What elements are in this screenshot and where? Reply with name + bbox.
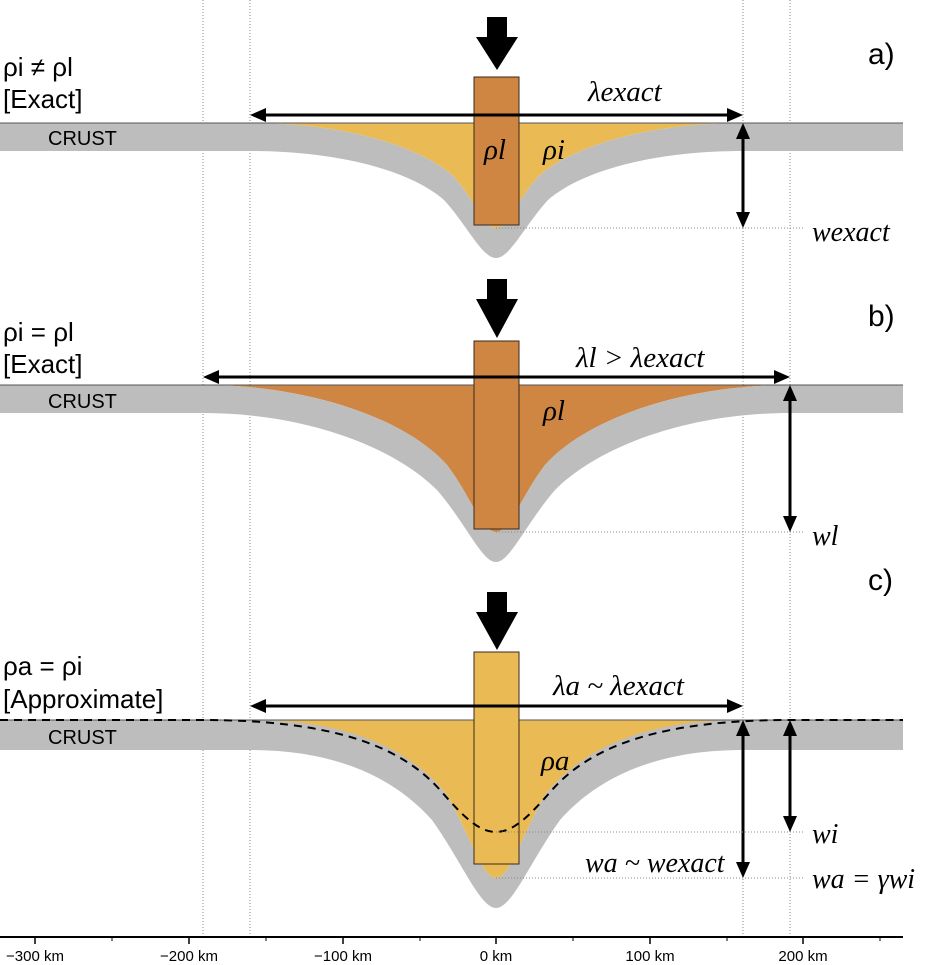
- deflection-arrow-icon: [736, 123, 750, 228]
- axis-tick-label: −200 km: [160, 948, 218, 965]
- condition-line-2: [Approximate]: [3, 684, 163, 714]
- condition-line-1: ρa = ρi: [3, 651, 82, 681]
- lambda-arrow-icon: [250, 699, 743, 713]
- rho-lake-label: ρl: [542, 395, 565, 427]
- deflection-label: wl: [812, 521, 839, 552]
- condition-line-1: ρi = ρl: [3, 317, 74, 347]
- deflection-arrow-icon: [736, 720, 750, 878]
- deflection-label: wexact: [812, 217, 891, 248]
- lake-column: [473, 76, 520, 226]
- condition-line-2: [Exact]: [3, 84, 82, 114]
- axis-tick-label: 0 km: [480, 948, 513, 965]
- panel-letter: a): [868, 38, 895, 71]
- panel-c: c) ρa = ρi [Approximate] CRUST λa ~ λexa…: [0, 564, 915, 908]
- load-arrow-icon: [476, 592, 518, 650]
- panel-letter: c): [868, 564, 893, 597]
- crust-label: CRUST: [48, 727, 117, 749]
- ice-deflection-arrow-icon: [783, 720, 797, 832]
- lambda-label: λexact: [587, 76, 663, 108]
- rho-lake-label: ρl: [483, 134, 506, 166]
- approx-deflection-label: wa ~ wexact: [585, 848, 726, 879]
- ice-column: [473, 651, 520, 865]
- axis-tick-label: −100 km: [314, 948, 372, 965]
- axis-tick-label: −300 km: [6, 948, 64, 965]
- crust-band: [0, 123, 903, 258]
- crust-band: [0, 720, 903, 908]
- load-arrow-icon: [476, 279, 518, 338]
- panel-letter: b): [868, 300, 895, 333]
- lake-column: [473, 340, 520, 530]
- gamma-deflection-label: wa = γwi: [812, 864, 915, 895]
- axis-tick-label: 100 km: [625, 948, 674, 965]
- crust-label: CRUST: [48, 128, 117, 150]
- lambda-arrow-icon: [250, 108, 743, 122]
- axis-tick-label: 200 km: [778, 948, 827, 965]
- ice-flexure-dashed: [0, 719, 903, 834]
- panel-a: a) ρi ≠ ρl [Exact] CRUST λexact ρl ρi we…: [0, 17, 903, 258]
- panel-b: b) ρi = ρl [Exact] CRUST λl > λexact ρl …: [0, 279, 903, 562]
- condition-line-2: [Exact]: [3, 349, 82, 379]
- crust-label: CRUST: [48, 391, 117, 413]
- rho-ice-label: ρi: [542, 134, 565, 166]
- crust-band: [0, 385, 903, 562]
- lambda-label: λa ~ λexact: [552, 670, 685, 702]
- load-arrow-icon: [476, 17, 518, 70]
- x-axis: −300 km −200 km −100 km 0 km 100 km 200 …: [0, 936, 903, 965]
- ice-deflection-label: wi: [812, 819, 838, 850]
- rho-ice-label: ρa: [540, 745, 569, 777]
- deflection-arrow-icon: [783, 385, 797, 532]
- lambda-label: λl > λexact: [575, 342, 705, 374]
- condition-line-1: ρi ≠ ρl: [3, 52, 73, 82]
- lambda-arrow-icon: [203, 370, 790, 384]
